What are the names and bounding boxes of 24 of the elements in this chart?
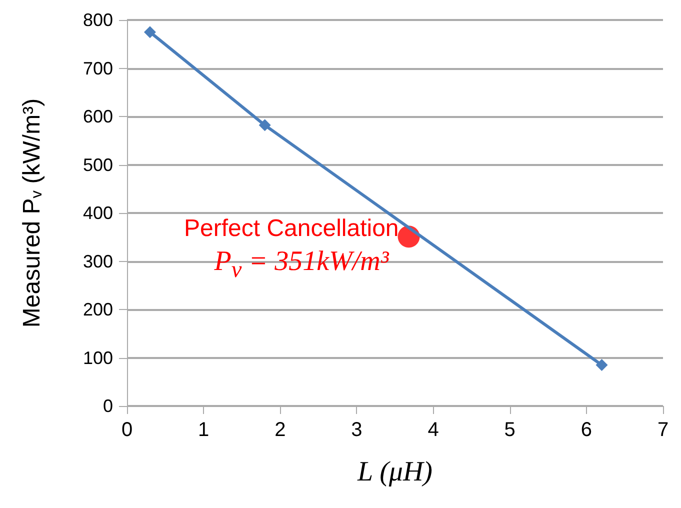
x-tick-label: 3 (351, 419, 362, 441)
x-tick-label: 5 (504, 419, 516, 441)
y-tick-label: 400 (82, 203, 113, 223)
y-tick-label: 300 (82, 251, 113, 272)
y-tick-label: 500 (82, 154, 113, 175)
y-tick-label: 200 (82, 300, 113, 320)
y-tick-label: 100 (82, 348, 113, 368)
annotation: Perfect Cancellation (184, 214, 399, 243)
x-tick-label: 0 (121, 419, 133, 441)
y-tick-label: 0 (102, 396, 113, 416)
y-tick-label: 800 (82, 10, 113, 30)
x-axis-title: L (μH) (356, 456, 432, 488)
x-tick-label: 2 (274, 419, 286, 441)
x-tick-label: 6 (580, 419, 592, 441)
point (258, 119, 271, 132)
x-tick-label: 4 (428, 419, 439, 441)
point (596, 358, 608, 371)
y-tick-label: 700 (82, 58, 113, 78)
x-tick-label: 1 (198, 419, 210, 441)
point (144, 26, 156, 38)
y-axis-title: Measured Pv (kW/m³) (18, 98, 46, 328)
x-tick-label: 7 (657, 419, 669, 441)
annotation: P$_{v}$ = 351kW/m³ (214, 246, 389, 284)
y-tick-label: 600 (82, 106, 113, 126)
